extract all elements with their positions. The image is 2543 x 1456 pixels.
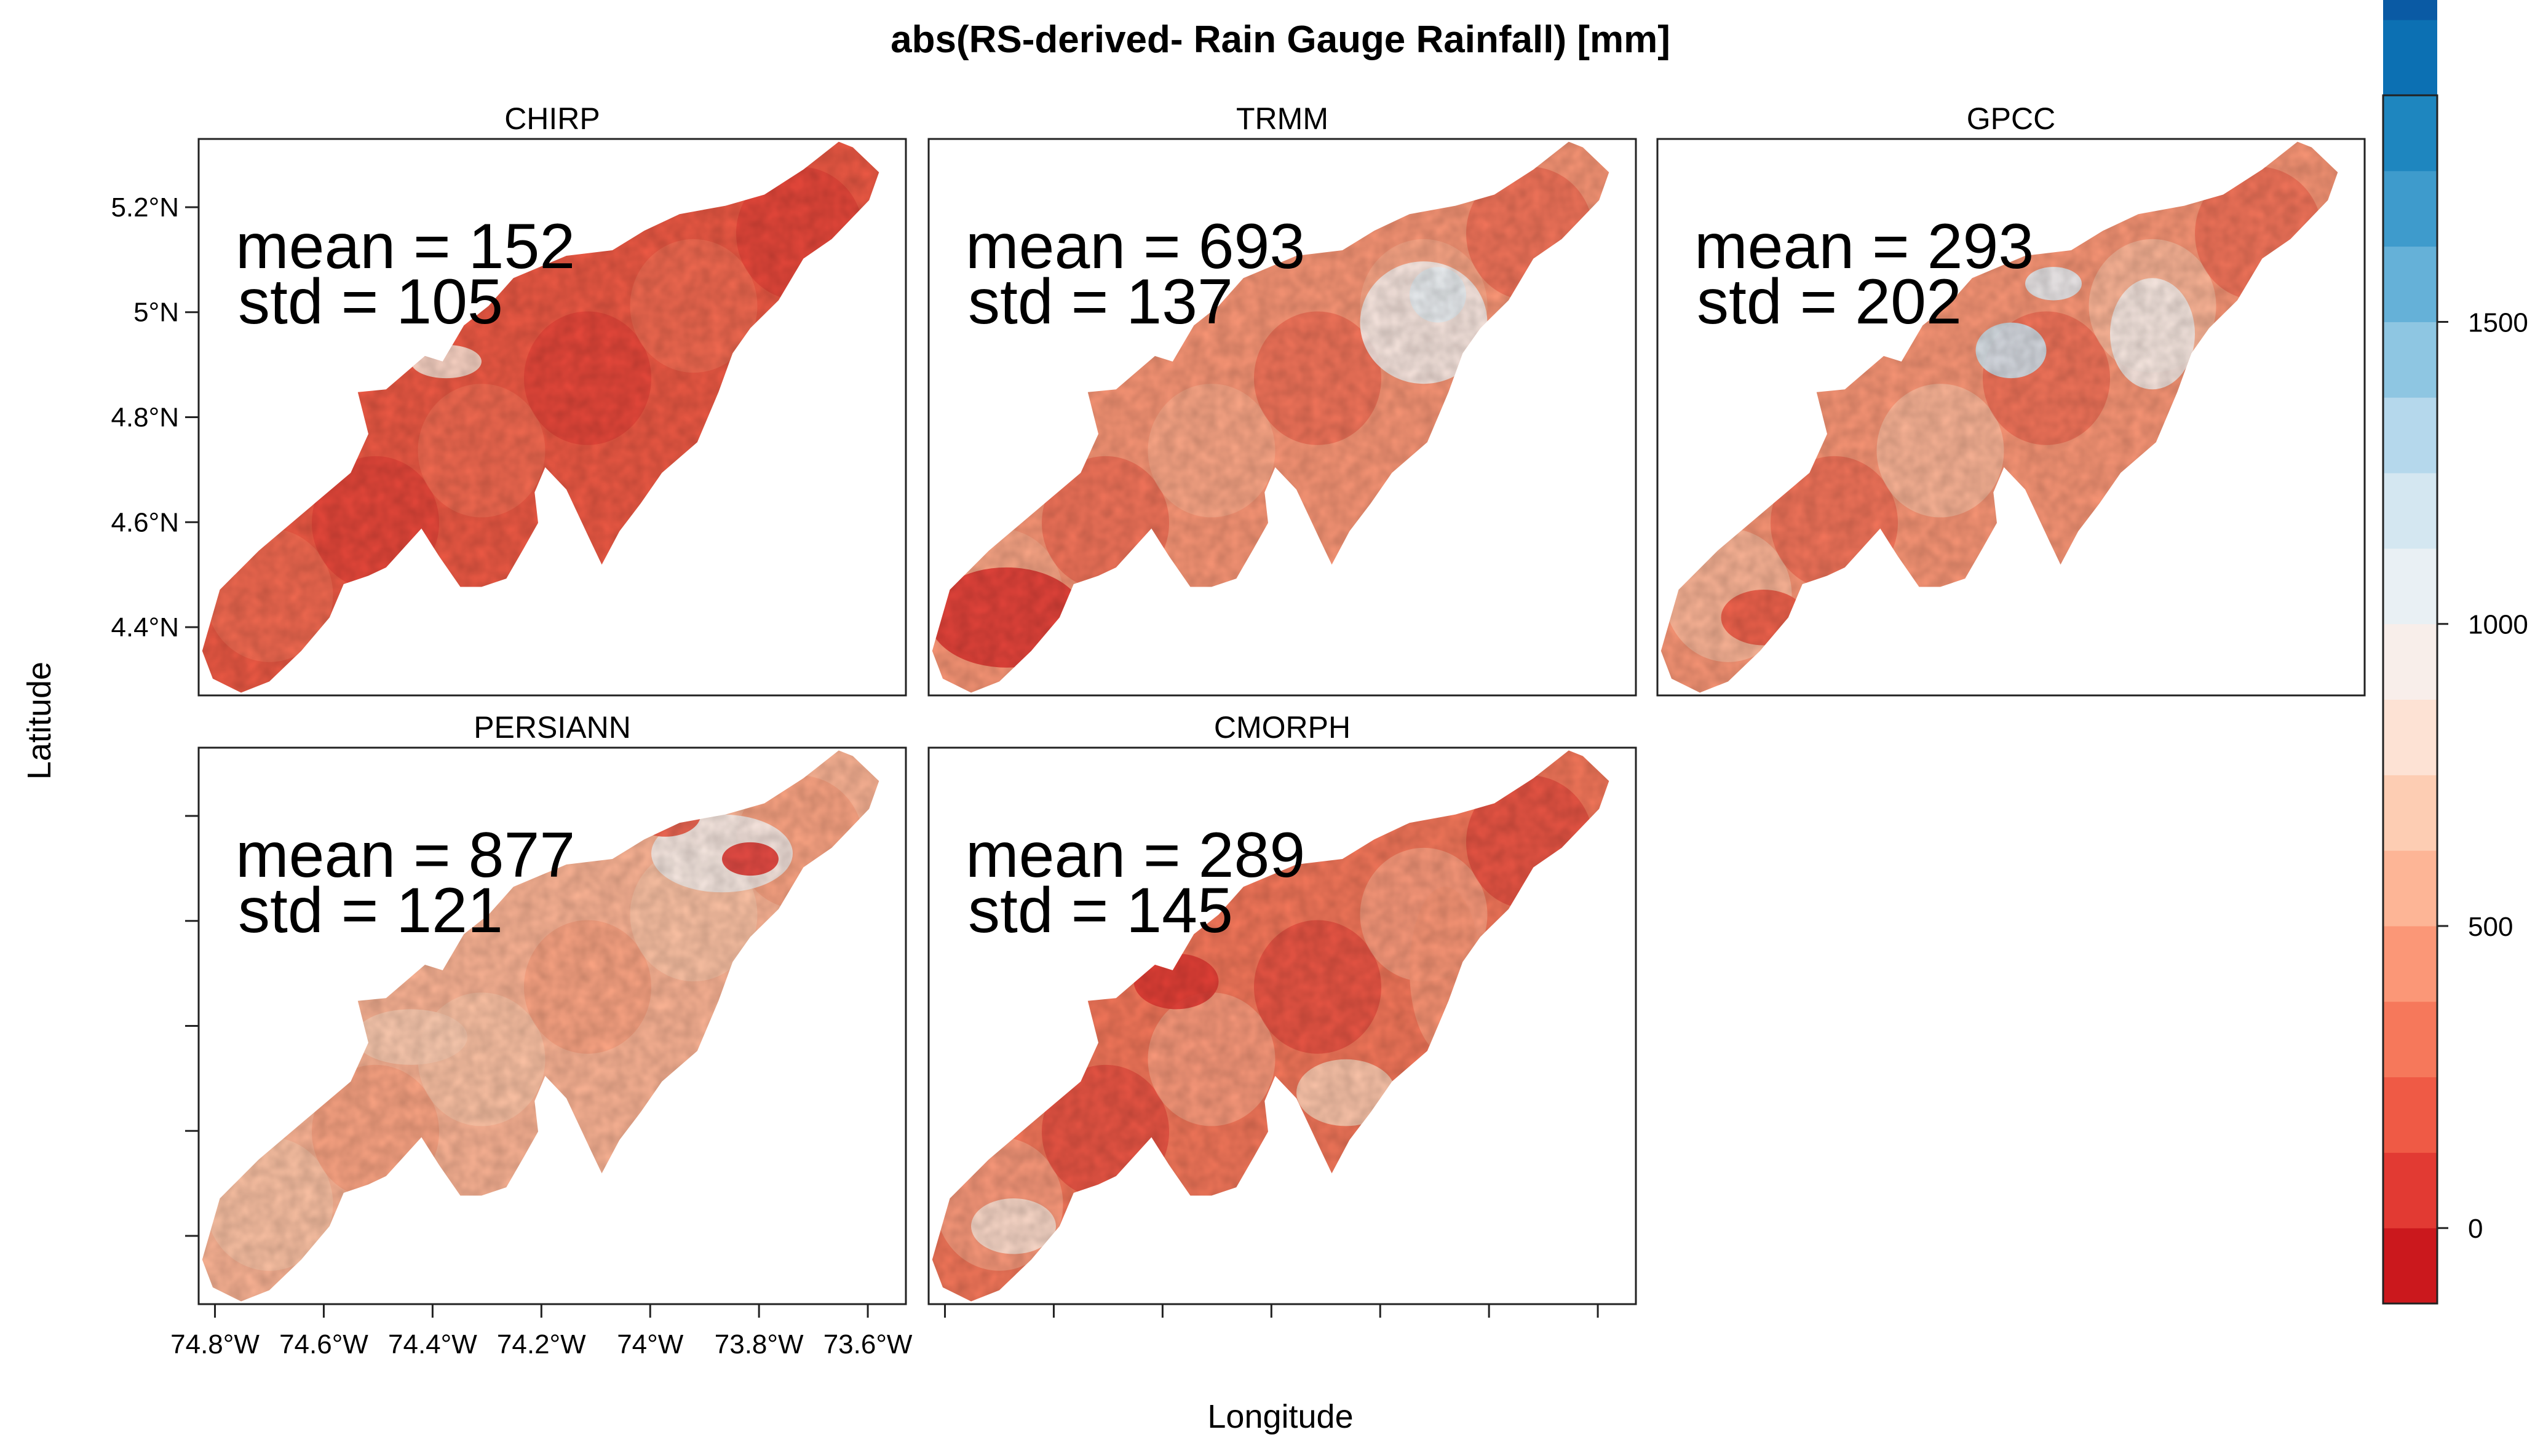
y-axis-label: Latitude xyxy=(21,662,58,780)
colorbar-bin xyxy=(2383,1001,2437,1078)
x-tick-label: 74.4°W xyxy=(388,1329,477,1359)
x-axis-label: Longitude xyxy=(1207,1398,1353,1435)
std-label-gpcc: std = 202 xyxy=(1697,266,1962,338)
std-label-cmorph: std = 145 xyxy=(968,875,1233,946)
x-tick-label: 74°W xyxy=(617,1329,684,1359)
y-tick-label: 5.2°N xyxy=(111,192,179,223)
y-tick-label: 4.8°N xyxy=(111,403,179,433)
std-label-persiann: std = 121 xyxy=(238,875,503,946)
y-axis: 4.4°N 4.6°N 4.8°N 5°N 5.2°N xyxy=(111,192,199,1237)
std-label-trmm: std = 137 xyxy=(968,266,1233,338)
colorbar-tick-label: 0 xyxy=(2468,1214,2483,1244)
y-tick-label: 4.6°N xyxy=(111,507,179,537)
colorbar-bin xyxy=(2383,473,2437,549)
panel-title-persiann: PERSIANN xyxy=(474,710,631,745)
colorbar-bin xyxy=(2383,1228,2437,1304)
colorbar-bin xyxy=(2383,246,2437,322)
colorbar-bin xyxy=(2383,775,2437,851)
x-tick-label: 74.6°W xyxy=(279,1329,368,1359)
y-tick-label: 5°N xyxy=(133,298,179,328)
colorbar-bin xyxy=(2383,397,2437,473)
panel-title-gpcc: GPCC xyxy=(1967,101,2055,136)
chart-title: abs(RS-derived- Rain Gauge Rainfall) [mm… xyxy=(891,18,1670,61)
y-tick-label: 4.4°N xyxy=(111,612,179,643)
mean-label-persiann: mean = 877 xyxy=(236,820,575,891)
colorbar: 0 500 1000 1500 xyxy=(2382,0,2528,1305)
colorbar-bin xyxy=(2383,850,2437,927)
x-tick-label: 73.8°W xyxy=(715,1329,804,1359)
colorbar-tick-label: 1000 xyxy=(2468,610,2528,640)
colorbar-bin xyxy=(2383,0,2437,20)
colorbar-bin xyxy=(2383,925,2437,1002)
x-tick-label: 73.6°W xyxy=(823,1329,913,1359)
colorbar-bin xyxy=(2383,1152,2437,1228)
colorbar-bin xyxy=(2383,548,2437,625)
panel-title-cmorph: CMORPH xyxy=(1214,710,1351,745)
mean-label-chirp: mean = 152 xyxy=(236,211,575,282)
mean-label-gpcc: mean = 293 xyxy=(1694,211,2034,282)
colorbar-bin xyxy=(2383,1077,2437,1153)
x-tick-label: 74.8°W xyxy=(170,1329,260,1359)
x-tick-label: 74.2°W xyxy=(497,1329,586,1359)
std-label-chirp: std = 105 xyxy=(238,266,503,338)
x-axis: 74.8°W 74.6°W 74.4°W 74.2°W 74°W 73.8°W 73.6°W xyxy=(170,1304,1599,1359)
colorbar-bin xyxy=(2383,699,2437,775)
colorbar-bin xyxy=(2383,20,2437,96)
colorbar-bin xyxy=(2383,322,2437,398)
mean-label-cmorph: mean = 289 xyxy=(966,820,1305,891)
colorbar-tick-label: 500 xyxy=(2468,912,2513,942)
colorbar-bin xyxy=(2383,623,2437,700)
colorbar-bin xyxy=(2383,170,2437,247)
colorbar-bin xyxy=(2383,95,2437,172)
panel-title-chirp: CHIRP xyxy=(504,101,600,136)
mean-label-trmm: mean = 693 xyxy=(966,211,1305,282)
panel-title-trmm: TRMM xyxy=(1236,101,1328,136)
colorbar-tick-label: 1500 xyxy=(2468,307,2528,338)
